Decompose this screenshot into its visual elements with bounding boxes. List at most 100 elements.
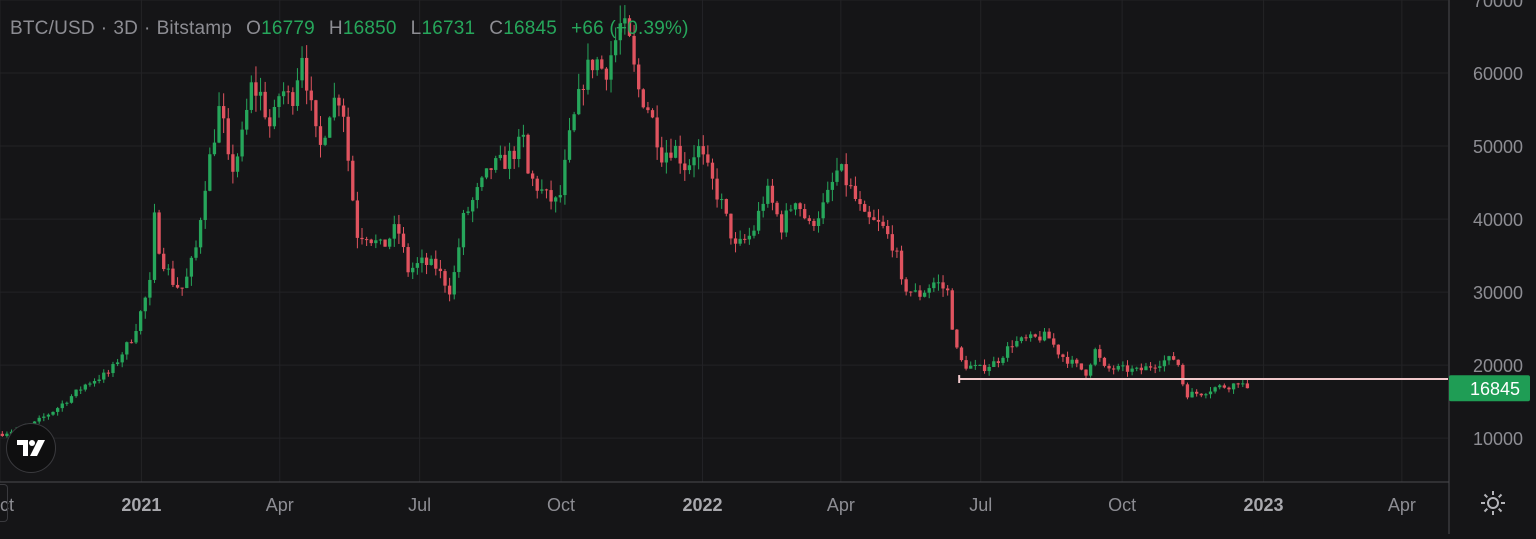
candle-up: [1208, 391, 1213, 395]
candle-up: [623, 18, 627, 24]
candle-up: [498, 154, 503, 159]
candle-up: [55, 408, 60, 412]
time-scroll-handle[interactable]: [0, 484, 8, 522]
candle-up: [821, 202, 825, 219]
candle-down: [959, 347, 964, 361]
candle-up: [245, 109, 249, 130]
x-tick-label[interactable]: Jul: [408, 495, 431, 515]
candle-up: [120, 354, 124, 363]
candle-down: [305, 57, 309, 91]
x-tick-label[interactable]: Jul: [969, 495, 992, 515]
candle-down: [660, 147, 664, 163]
candle-down: [743, 238, 747, 240]
x-tick-label[interactable]: Apr: [266, 495, 294, 515]
candle-up: [1167, 356, 1171, 361]
candle-down: [1195, 391, 1199, 394]
gear-icon[interactable]: [1478, 488, 1508, 518]
candle-up: [88, 383, 92, 385]
x-tick-label[interactable]: Apr: [827, 495, 855, 515]
candle-down: [812, 220, 816, 226]
candle-up: [1093, 349, 1097, 365]
candle-down: [669, 152, 673, 158]
candle-up: [51, 411, 55, 415]
candle-down: [1176, 359, 1180, 365]
candle-up: [563, 159, 567, 196]
candle-down: [0, 433, 4, 436]
candle-down: [443, 271, 447, 286]
legend-separator: ·: [144, 18, 151, 39]
candle-up: [1218, 385, 1222, 388]
candle-up: [567, 130, 572, 160]
candle-down: [1181, 364, 1185, 385]
symbol-label[interactable]: BTC/USD: [10, 18, 95, 39]
candle-up: [277, 96, 281, 108]
x-tick-label[interactable]: Apr: [1388, 495, 1416, 515]
candle-up: [198, 220, 203, 248]
candle-down: [706, 154, 710, 163]
interval-label[interactable]: 3D: [113, 18, 139, 39]
candle-down: [175, 284, 180, 288]
candle-up: [240, 129, 244, 157]
close-value: 16845: [503, 18, 558, 39]
candle-down: [383, 239, 387, 247]
candle-up: [992, 361, 996, 367]
x-tick-label[interactable]: 2023: [1244, 495, 1284, 515]
candle-up: [415, 263, 419, 268]
candle-up: [784, 210, 788, 233]
candle-up: [577, 88, 581, 115]
candle-down: [899, 250, 904, 280]
candle-down: [1065, 356, 1070, 364]
candle-up: [973, 364, 977, 366]
candle-up: [521, 134, 526, 137]
open-key: O: [246, 18, 262, 39]
candle-down: [853, 185, 858, 200]
candle-up: [323, 137, 327, 145]
candle-up: [138, 311, 143, 332]
candle-up: [152, 212, 157, 280]
candle-down: [1098, 349, 1102, 358]
candle-up: [1135, 367, 1139, 369]
x-tick-label[interactable]: 2022: [682, 495, 722, 515]
y-tick-label: 20000: [1473, 356, 1523, 376]
x-tick-label[interactable]: 2021: [121, 495, 161, 515]
candle-up: [148, 279, 152, 298]
candle-down: [291, 92, 295, 106]
candle-up: [987, 366, 991, 372]
candle-down: [503, 154, 507, 169]
candle-down: [858, 199, 862, 205]
x-tick-label[interactable]: Oct: [1108, 495, 1136, 515]
candle-up: [471, 200, 475, 212]
candle-up: [69, 396, 74, 403]
candle-up: [249, 82, 253, 110]
candle-down: [1033, 334, 1037, 337]
candle-down: [918, 290, 922, 297]
candle-down: [369, 239, 373, 244]
candle-down: [544, 189, 549, 191]
candle-up: [816, 218, 821, 226]
candle-down: [724, 199, 728, 214]
open-value: 16779: [261, 18, 315, 39]
candle-up: [328, 117, 332, 138]
x-tick-label[interactable]: Oct: [547, 495, 575, 515]
candle-up: [5, 433, 9, 436]
candle-up: [457, 247, 461, 273]
candle-down: [318, 126, 323, 145]
candle-down: [1024, 337, 1028, 339]
candle-up: [37, 417, 41, 422]
candle-down: [1227, 387, 1231, 390]
candle-up: [517, 136, 521, 160]
candle-down: [779, 214, 784, 233]
chart-grid: [0, 0, 1448, 482]
candle-up: [613, 40, 618, 56]
candle-up: [618, 23, 622, 41]
candle-up: [258, 91, 263, 96]
candle-up: [461, 212, 466, 248]
candle-down: [1199, 393, 1203, 396]
candle-down: [590, 59, 595, 71]
candle-up: [166, 268, 170, 270]
symbol-legend: BTC/USD · 3D · Bitstamp O16779 H16850 L16731 C16…: [10, 18, 689, 40]
candle-down: [1061, 354, 1065, 357]
tradingview-logo-icon[interactable]: [6, 423, 56, 473]
